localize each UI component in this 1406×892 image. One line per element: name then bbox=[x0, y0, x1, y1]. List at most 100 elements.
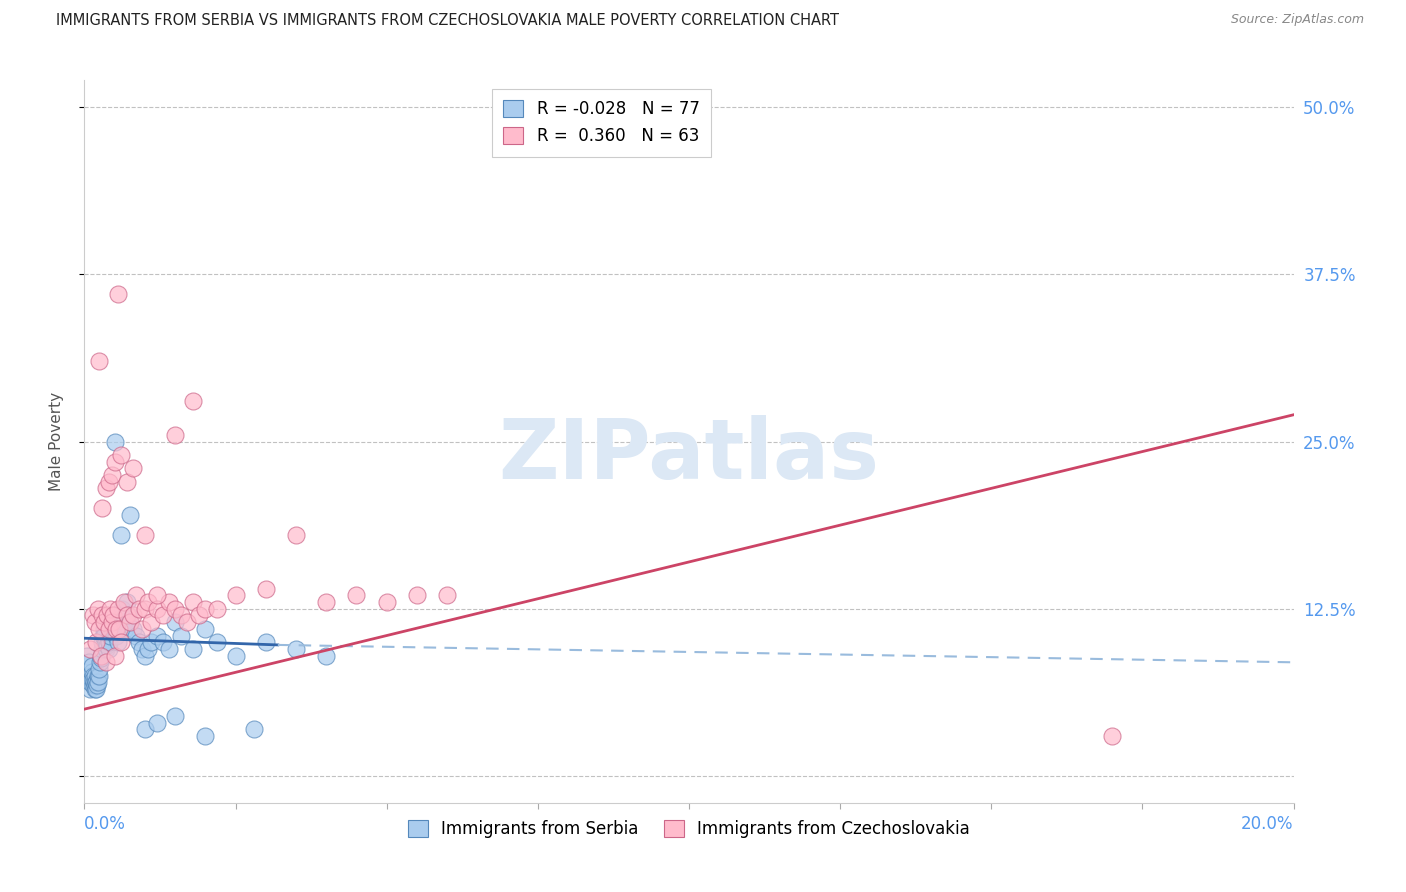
Point bbox=[225, 648, 247, 663]
Point bbox=[89, 622, 111, 636]
Point bbox=[254, 582, 277, 596]
Point bbox=[104, 628, 127, 642]
Point bbox=[152, 635, 174, 649]
Point bbox=[176, 615, 198, 630]
Point bbox=[79, 681, 101, 696]
Point bbox=[118, 615, 141, 630]
Point bbox=[207, 602, 229, 616]
Point bbox=[93, 615, 115, 630]
Point bbox=[76, 648, 98, 663]
Point bbox=[181, 595, 204, 609]
Point bbox=[91, 635, 114, 649]
Text: Source: ZipAtlas.com: Source: ZipAtlas.com bbox=[1230, 13, 1364, 27]
Point bbox=[110, 608, 132, 623]
Point bbox=[84, 669, 107, 683]
Point bbox=[125, 628, 148, 642]
Point bbox=[1101, 729, 1123, 743]
Point bbox=[87, 675, 110, 690]
Point bbox=[242, 723, 264, 737]
Point bbox=[100, 467, 122, 482]
Point bbox=[98, 602, 121, 616]
Point bbox=[152, 608, 174, 623]
Text: IMMIGRANTS FROM SERBIA VS IMMIGRANTS FROM CZECHOSLOVAKIA MALE POVERTY CORRELATIO: IMMIGRANTS FROM SERBIA VS IMMIGRANTS FRO… bbox=[56, 13, 839, 29]
Point bbox=[112, 595, 135, 609]
Point bbox=[188, 608, 211, 623]
Point bbox=[104, 455, 127, 469]
Point bbox=[110, 528, 132, 542]
Legend: Immigrants from Serbia, Immigrants from Czechoslovakia: Immigrants from Serbia, Immigrants from … bbox=[401, 814, 977, 845]
Point bbox=[91, 642, 114, 657]
Point bbox=[165, 602, 187, 616]
Point bbox=[406, 589, 429, 603]
Point bbox=[91, 608, 114, 623]
Point bbox=[94, 655, 117, 669]
Point bbox=[94, 482, 117, 496]
Point bbox=[117, 608, 139, 623]
Point bbox=[86, 635, 108, 649]
Point bbox=[89, 669, 111, 683]
Point bbox=[207, 635, 229, 649]
Point bbox=[93, 622, 115, 636]
Point bbox=[165, 615, 187, 630]
Point bbox=[194, 622, 217, 636]
Point bbox=[96, 608, 118, 623]
Point bbox=[84, 675, 107, 690]
Point bbox=[315, 595, 337, 609]
Point bbox=[315, 648, 337, 663]
Point bbox=[118, 615, 141, 630]
Point bbox=[80, 665, 103, 679]
Point bbox=[97, 475, 120, 489]
Y-axis label: Male Poverty: Male Poverty bbox=[49, 392, 63, 491]
Point bbox=[98, 635, 121, 649]
Point bbox=[121, 608, 143, 623]
Point bbox=[79, 675, 101, 690]
Point bbox=[100, 615, 122, 630]
Point bbox=[110, 448, 132, 462]
Point bbox=[90, 648, 112, 663]
Point bbox=[165, 708, 187, 723]
Point bbox=[165, 428, 187, 442]
Point bbox=[225, 589, 247, 603]
Point bbox=[436, 589, 458, 603]
Point bbox=[108, 622, 131, 636]
Point bbox=[118, 508, 141, 523]
Point bbox=[82, 608, 104, 623]
Point bbox=[134, 528, 156, 542]
Point bbox=[82, 669, 104, 683]
Point bbox=[103, 608, 125, 623]
Point bbox=[136, 595, 159, 609]
Point bbox=[134, 648, 156, 663]
Point bbox=[86, 681, 108, 696]
Point bbox=[84, 678, 107, 692]
Point bbox=[94, 642, 117, 657]
Point bbox=[125, 589, 148, 603]
Text: 0.0%: 0.0% bbox=[84, 815, 127, 833]
Point bbox=[93, 628, 115, 642]
Point bbox=[84, 615, 107, 630]
Point bbox=[134, 723, 156, 737]
Point bbox=[139, 635, 162, 649]
Point bbox=[157, 595, 180, 609]
Point bbox=[86, 678, 108, 692]
Point bbox=[107, 635, 129, 649]
Point bbox=[79, 642, 101, 657]
Point bbox=[121, 622, 143, 636]
Point bbox=[131, 642, 153, 657]
Point bbox=[115, 475, 138, 489]
Point bbox=[82, 659, 104, 673]
Point bbox=[86, 675, 108, 690]
Point bbox=[104, 622, 127, 636]
Point bbox=[90, 651, 112, 665]
Point bbox=[375, 595, 398, 609]
Point bbox=[96, 638, 118, 652]
Point bbox=[136, 642, 159, 657]
Point bbox=[285, 642, 308, 657]
Point bbox=[285, 528, 308, 542]
Point bbox=[89, 662, 111, 676]
Point bbox=[86, 602, 108, 616]
Point bbox=[91, 501, 114, 516]
Point bbox=[146, 589, 169, 603]
Point bbox=[89, 655, 111, 669]
Text: ZIPatlas: ZIPatlas bbox=[499, 416, 879, 497]
Point bbox=[83, 681, 105, 696]
